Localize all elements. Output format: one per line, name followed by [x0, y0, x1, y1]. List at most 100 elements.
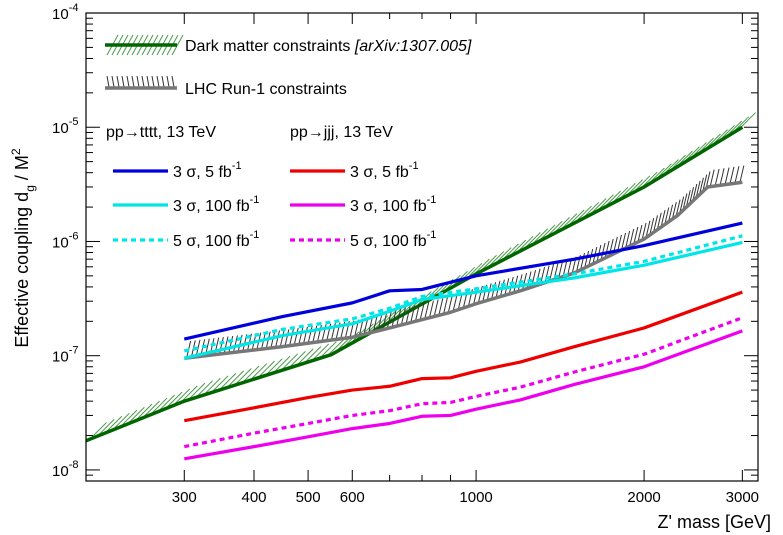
hatch-mark [719, 168, 725, 186]
hatch-mark [600, 242, 606, 261]
series-line-4 [183, 329, 743, 461]
hatch-mark [558, 261, 564, 279]
legend-hatch [166, 75, 170, 88]
x-tick-label: 2000 [627, 489, 660, 506]
constraint-band-0 [86, 112, 757, 443]
hatch-mark [621, 232, 627, 251]
hatch-mark [629, 228, 635, 247]
hatch-mark [223, 336, 229, 354]
series-line-1 [183, 240, 743, 360]
hatch-mark [645, 220, 651, 238]
hatch-mark [284, 329, 290, 347]
hatch-mark [452, 294, 458, 312]
y-tick-label: 10-4 [52, 2, 78, 23]
legend-entry-1: 3 σ, 100 fb-1 [113, 194, 259, 215]
hatch-mark [562, 259, 568, 277]
legend-entry-3: 3 σ, 5 fb-1 [290, 160, 419, 181]
hatch-mark [326, 338, 345, 357]
hatch-mark [195, 380, 214, 398]
legend-hatch [151, 75, 155, 88]
hatch-mark [637, 224, 643, 243]
legend-column-header: pp→tttt, 13 TeV [106, 124, 216, 141]
legend-entry-label: 3 σ, 5 fb-1 [173, 160, 242, 181]
y-tick-label: 10-7 [52, 345, 78, 366]
hatch-mark [368, 316, 374, 334]
legend-hatch [146, 75, 150, 88]
series-lines [183, 221, 743, 461]
hatch-mark [419, 302, 425, 321]
hatch-mark [649, 217, 655, 236]
legend-hatch [161, 75, 165, 88]
series-line-2 [183, 234, 743, 353]
x-tick-label: 300 [172, 489, 197, 506]
axes: 300 400 500 600 1000 2000 3000 10-8 10-7 10-6 10-5… [52, 2, 759, 506]
legend-hatch [121, 75, 125, 88]
hatch-mark [280, 353, 299, 371]
hatch-mark [279, 329, 285, 348]
hatch-mark [724, 167, 730, 185]
legend-column-header: pp→jjj, 13 TeV [290, 124, 393, 141]
hatch-mark [400, 307, 406, 326]
hatch-mark [228, 335, 234, 354]
legend-label: LHC Run-1 constraints [185, 81, 347, 98]
hatch-mark [293, 327, 299, 346]
legend: Dark matter constraints [arXiv:1307.005]… [105, 32, 472, 250]
hatch-mark [275, 330, 281, 348]
hatch-mark [438, 298, 444, 316]
hatch-mark [656, 212, 662, 230]
hatch-mark [288, 351, 306, 369]
legend-entry-2: 5 σ, 100 fb-1 [113, 229, 259, 250]
hatch-mark [653, 215, 658, 233]
hatch-mark [414, 304, 420, 322]
legend-entry-label: 3 σ, 100 fb-1 [173, 194, 259, 215]
hatch-mark [513, 275, 519, 293]
legend-hatch [171, 75, 175, 88]
legend-hatch [126, 75, 130, 88]
legend-constraint-1: LHC Run-1 constraints [105, 75, 347, 101]
legend-hatch [116, 75, 120, 88]
hatch-mark [319, 341, 337, 359]
y-tick-label: 10-8 [52, 459, 78, 480]
hatch-mark [641, 222, 647, 241]
hatch-mark [377, 313, 383, 331]
legend-hatch [171, 34, 184, 56]
hatch-mark [714, 168, 720, 187]
hatch-mark [289, 328, 295, 346]
hatch-mark [234, 368, 252, 386]
hatch-mark [265, 358, 283, 376]
hatch-mark [664, 207, 670, 225]
hatch-mark [584, 250, 590, 269]
hatch-mark [604, 240, 610, 259]
series-line-0 [183, 221, 743, 341]
legend-entry-label: 5 σ, 100 fb-1 [173, 229, 259, 250]
hatch-mark [625, 230, 631, 249]
constraint-bands [86, 112, 757, 443]
hatch-mark [187, 382, 206, 401]
hatch-mark [226, 370, 244, 389]
hatch-mark [249, 363, 268, 381]
legend-hatch [141, 75, 145, 88]
hatch-mark [734, 166, 740, 184]
hatch-mark [241, 365, 260, 384]
hatch-mark [296, 348, 314, 367]
hatch-mark [428, 300, 434, 318]
legend-label: Dark matter constraints [arXiv:1307.005] [185, 38, 472, 55]
legend-entry-label: 3 σ, 100 fb-1 [350, 194, 436, 215]
legend-entry-0: 3 σ, 5 fb-1 [113, 160, 242, 181]
legend-entry-label: 3 σ, 5 fb-1 [350, 160, 419, 181]
hatch-mark [218, 373, 237, 391]
legend-hatch [106, 75, 110, 88]
y-tick-label: 10-6 [52, 230, 78, 251]
hatch-mark [272, 355, 291, 374]
constraint-line-1 [184, 180, 743, 360]
hatch-mark [382, 312, 388, 330]
hatch-mark [257, 360, 275, 379]
hatch-mark [660, 209, 666, 228]
hatch-mark [386, 311, 392, 329]
series-line-5 [183, 316, 743, 449]
hatch-mark [316, 324, 322, 343]
constraint-band-1 [184, 165, 745, 360]
hatch-mark [232, 335, 238, 353]
legend-entry-label: 5 σ, 100 fb-1 [350, 229, 436, 250]
